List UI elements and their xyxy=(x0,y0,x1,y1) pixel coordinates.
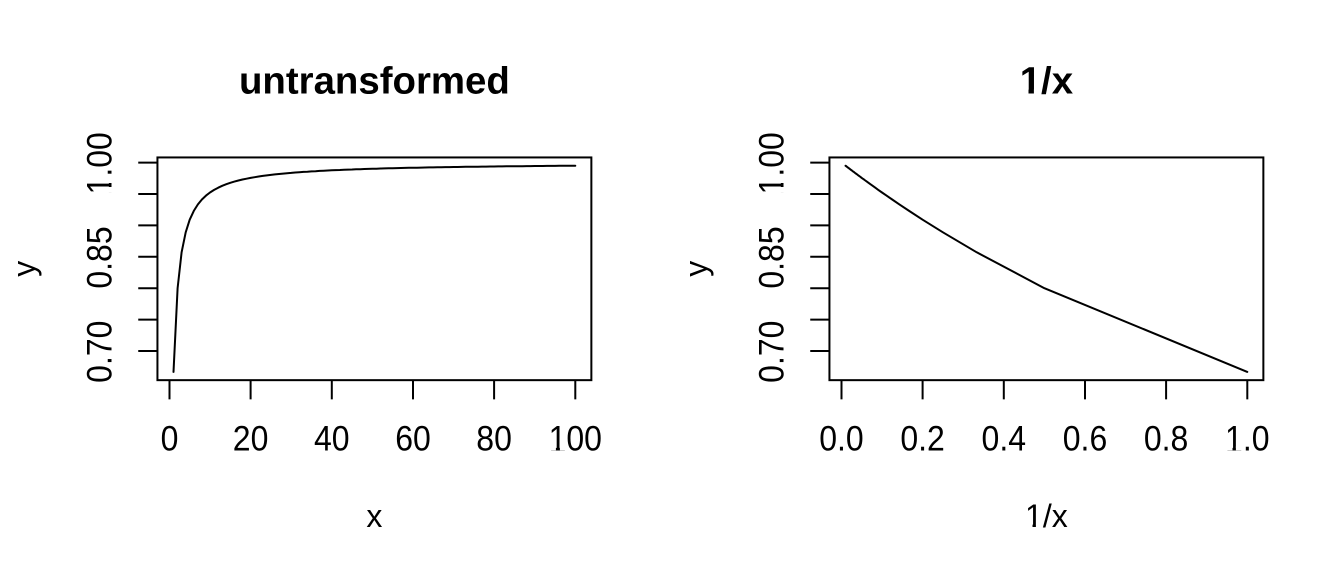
svg-text:0.2: 0.2 xyxy=(900,420,944,459)
svg-text:60: 60 xyxy=(395,420,431,459)
svg-text:100: 100 xyxy=(549,420,602,459)
svg-text:0.70: 0.70 xyxy=(81,321,120,383)
svg-text:untransformed: untransformed xyxy=(239,60,510,103)
svg-text:0.85: 0.85 xyxy=(81,226,120,288)
svg-text:1.00: 1.00 xyxy=(81,132,120,194)
svg-text:0: 0 xyxy=(161,420,179,459)
svg-text:1.0: 1.0 xyxy=(1225,420,1269,459)
svg-text:0.70: 0.70 xyxy=(753,321,792,383)
svg-text:20: 20 xyxy=(233,420,269,459)
svg-text:1/x: 1/x xyxy=(1020,60,1074,103)
svg-text:80: 80 xyxy=(476,420,512,459)
svg-text:y: y xyxy=(6,261,42,277)
svg-text:1.00: 1.00 xyxy=(753,132,792,194)
svg-text:x: x xyxy=(366,498,382,534)
svg-text:0.4: 0.4 xyxy=(982,420,1026,459)
svg-text:40: 40 xyxy=(314,420,350,459)
svg-text:1/x: 1/x xyxy=(1025,498,1068,534)
svg-text:0.8: 0.8 xyxy=(1144,420,1188,459)
svg-text:0.85: 0.85 xyxy=(753,226,792,288)
svg-text:0.0: 0.0 xyxy=(819,420,863,459)
svg-text:y: y xyxy=(678,261,714,277)
svg-text:0.6: 0.6 xyxy=(1063,420,1107,459)
